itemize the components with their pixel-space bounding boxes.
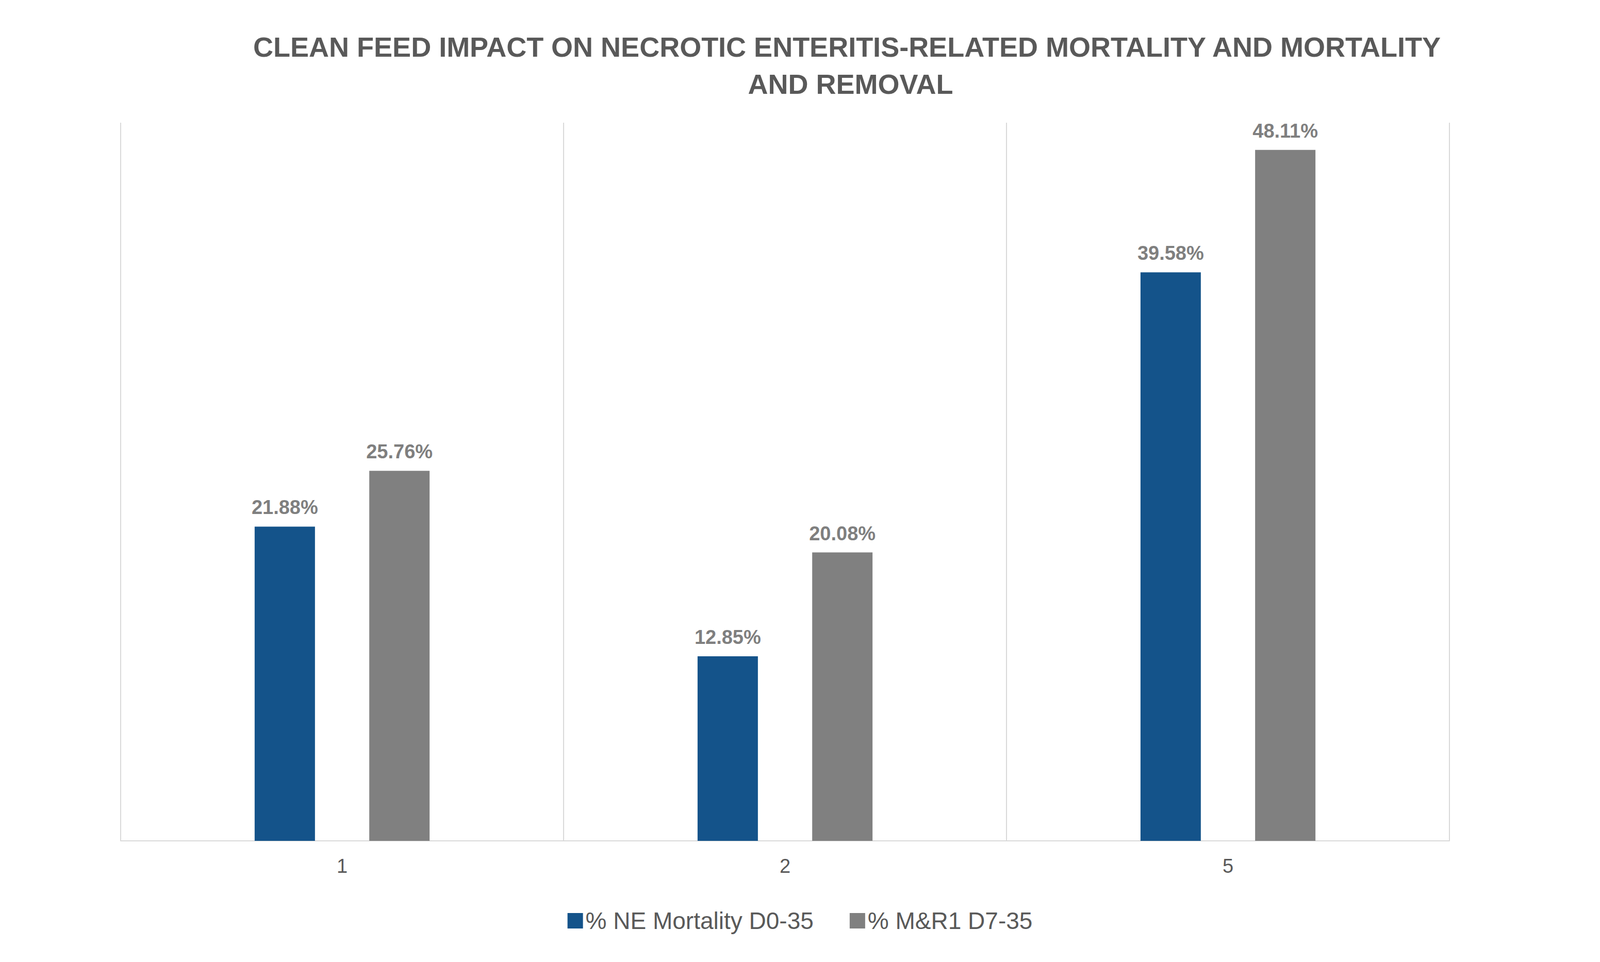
svg-text:% M&R1 D7-35: % M&R1 D7-35 <box>867 907 1033 935</box>
svg-text:CLEAN FEED IMPACT ON NECROTIC: CLEAN FEED IMPACT ON NECROTIC ENTERITIS-… <box>253 31 1448 63</box>
svg-text:2: 2 <box>779 855 791 878</box>
svg-text:21.88%: 21.88% <box>251 496 319 519</box>
svg-text:AND REMOVAL: AND REMOVAL <box>748 68 954 100</box>
svg-text:20.08%: 20.08% <box>809 522 876 545</box>
svg-text:39.58%: 39.58% <box>1137 242 1204 265</box>
svg-text:25.76%: 25.76% <box>366 440 433 463</box>
svg-text:12.85%: 12.85% <box>694 626 762 649</box>
svg-text:1: 1 <box>336 855 348 878</box>
svg-text:% NE Mortality D0-35: % NE Mortality D0-35 <box>585 907 814 935</box>
svg-text:48.11%: 48.11% <box>1252 120 1318 142</box>
svg-text:5: 5 <box>1222 855 1234 878</box>
